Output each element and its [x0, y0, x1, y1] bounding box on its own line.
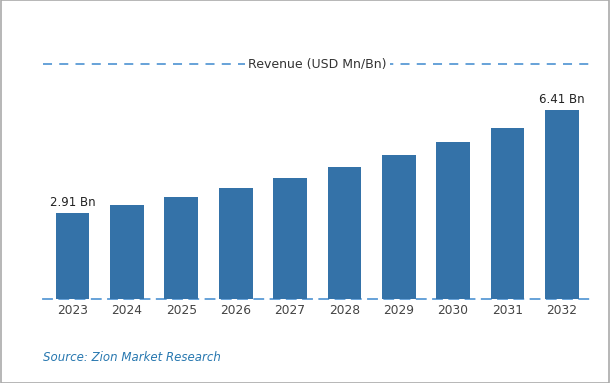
- Bar: [110, 205, 144, 299]
- Text: CAGR : 9.28%: CAGR : 9.28%: [76, 109, 183, 123]
- Bar: [436, 142, 470, 299]
- Text: Revenue (USD Mn/Bn): Revenue (USD Mn/Bn): [248, 58, 387, 70]
- Bar: [328, 167, 361, 299]
- Bar: [56, 213, 90, 299]
- Bar: [382, 155, 415, 299]
- Text: Source: Zion Market Research: Source: Zion Market Research: [43, 351, 221, 364]
- Text: Global Infrared Thermometer Market,: Global Infrared Thermometer Market,: [8, 15, 406, 34]
- Text: 2024-2032 (USD Billion): 2024-2032 (USD Billion): [353, 16, 567, 34]
- Bar: [545, 110, 579, 299]
- Text: 6.41 Bn: 6.41 Bn: [539, 93, 584, 106]
- Bar: [273, 178, 307, 299]
- Bar: [490, 128, 525, 299]
- Text: 2.91 Bn: 2.91 Bn: [50, 196, 95, 209]
- Bar: [219, 188, 253, 299]
- Bar: [165, 197, 198, 299]
